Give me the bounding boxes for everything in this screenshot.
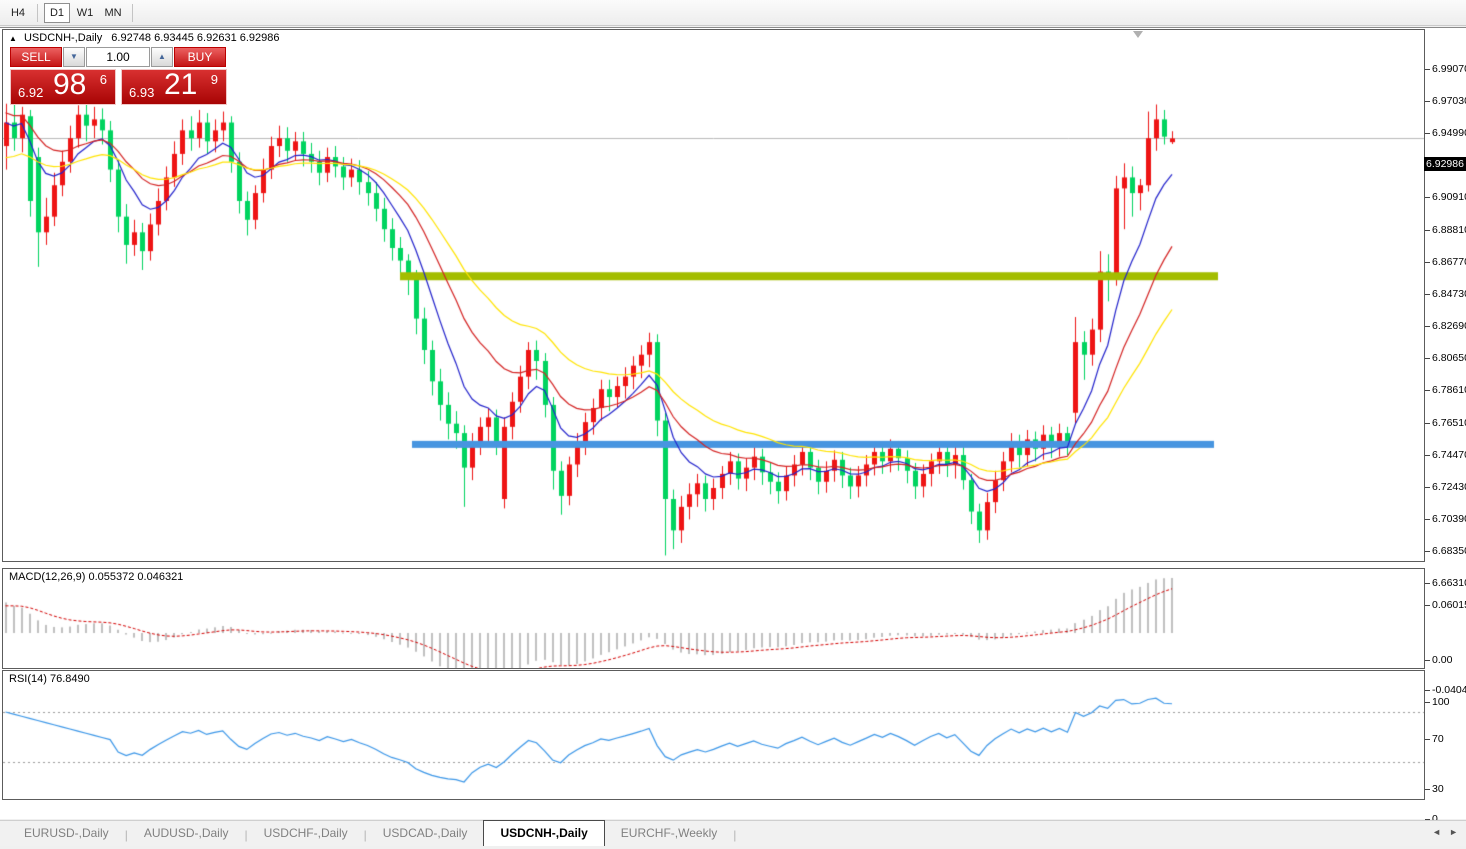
- price-axis-tick: [1425, 454, 1430, 456]
- rsi-axis-label: 70: [1432, 733, 1444, 745]
- price-axis-label: 6.90910: [1432, 190, 1466, 203]
- macd-panel-canvas[interactable]: [2, 568, 1425, 669]
- tab-separator: |: [733, 828, 737, 842]
- price-axis-label: 6.84730: [1432, 287, 1466, 300]
- price-axis-label: 6.72430: [1432, 480, 1466, 493]
- price-axis-label: 6.86770: [1432, 255, 1466, 268]
- chart-shift-marker-icon[interactable]: [1133, 31, 1143, 38]
- chart-tab-bar: EURUSD-,Daily | AUDUSD-,Daily | USDCHF-,Dail…: [0, 820, 1466, 846]
- price-axis-label: 6.94990: [1432, 126, 1466, 139]
- price-axis-label: 6.88810: [1432, 223, 1466, 236]
- buy-price-small: 6.93: [129, 85, 155, 100]
- price-axis-tick: [1425, 486, 1430, 488]
- price-axis-tick: [1425, 196, 1430, 198]
- sell-price-sup: 6: [99, 72, 107, 87]
- price-axis-label: 6.78610: [1432, 383, 1466, 396]
- sell-button[interactable]: SELL: [10, 47, 62, 67]
- macd-axis-label: -0.040407: [1432, 684, 1466, 696]
- chart-tab-eurusd-daily[interactable]: EURUSD-,Daily: [24, 826, 109, 840]
- rsi-axis-tick: [1425, 739, 1430, 740]
- price-axis-label: 6.68350: [1432, 544, 1466, 557]
- current-price-tag: 6.92986: [1424, 157, 1466, 172]
- timeframe-button-mn[interactable]: MN: [104, 6, 122, 19]
- price-axis-label: 6.76510: [1432, 416, 1466, 429]
- timeframe-button-w1[interactable]: W1: [76, 6, 94, 19]
- one-click-trade-panel: SELL ▼ ▲ BUY 6.92 98 6 6.93 21 9: [10, 47, 228, 105]
- chart-tab-usdcad-daily[interactable]: USDCAD-,Daily: [382, 826, 468, 840]
- macd-axis-tick: [1425, 605, 1430, 606]
- bottom-strip: [0, 846, 1466, 849]
- price-axis-tick: [1425, 229, 1430, 231]
- rsi-axis-label: 100: [1432, 695, 1450, 708]
- macd-indicator-label: MACD(12,26,9) 0.055372 0.046321: [9, 571, 184, 583]
- rsi-panel-canvas[interactable]: [2, 670, 1425, 800]
- rsi-axis-label: 0: [1432, 813, 1438, 825]
- chart-tab-usdcnh-daily[interactable]: USDCNH-,Daily: [483, 820, 605, 846]
- chart-ohlc-values: 6.92748 6.93445 6.92631 6.92986: [111, 32, 280, 44]
- price-axis-tick: [1425, 261, 1430, 263]
- tab-separator: |: [244, 828, 248, 842]
- macd-axis-tick: [1425, 660, 1430, 661]
- rsi-indicator-label: RSI(14) 76.8490: [9, 673, 90, 685]
- price-axis-label: 6.99070: [1432, 63, 1466, 75]
- sell-price-small: 6.92: [18, 85, 44, 100]
- chart-title: ▲ USDCNH-,Daily 6.92748 6.93445 6.92631 …: [9, 32, 280, 44]
- toolbar-separator: [37, 3, 38, 22]
- buy-price-sup: 9: [210, 72, 218, 87]
- price-axis-tick: [1425, 389, 1430, 391]
- price-axis-tick: [1425, 422, 1430, 424]
- tab-scroll-left-icon[interactable]: ◄: [1432, 827, 1442, 837]
- buy-button[interactable]: BUY: [174, 47, 226, 67]
- price-axis-tick: [1425, 69, 1430, 70]
- macd-axis-label: 0.060159: [1432, 599, 1466, 611]
- tab-separator: |: [363, 828, 367, 842]
- price-axis-tick: [1425, 325, 1430, 327]
- rsi-axis-tick: [1425, 819, 1430, 820]
- price-axis-label: 6.97030: [1432, 94, 1466, 107]
- sell-price-box[interactable]: 6.92 98 6: [10, 68, 116, 105]
- chart-tab-audusd-daily[interactable]: AUDUSD-,Daily: [143, 826, 229, 840]
- macd-axis-label: 0.00: [1432, 654, 1453, 666]
- buy-price-big: 21: [164, 68, 198, 101]
- price-axis-label: 6.66310: [1432, 576, 1466, 589]
- price-axis-label: 6.74470: [1432, 448, 1466, 461]
- tab-separator: |: [124, 828, 128, 842]
- toolbar-separator: [132, 3, 133, 22]
- price-axis-label: 6.82690: [1432, 319, 1466, 332]
- price-axis-label: 6.80650: [1432, 351, 1466, 364]
- price-axis-tick: [1425, 100, 1430, 102]
- buy-price-box[interactable]: 6.93 21 9: [121, 68, 227, 105]
- sell-price-big: 98: [53, 68, 87, 101]
- rsi-axis-label: 30: [1432, 783, 1444, 795]
- volume-decrease-button[interactable]: ▼: [63, 47, 85, 67]
- volume-input[interactable]: [86, 47, 150, 67]
- collapse-arrow-icon[interactable]: ▲: [9, 34, 17, 43]
- chart-tab-eurchf-weekly[interactable]: EURCHF-,Weekly: [620, 826, 718, 840]
- timeframe-button-d1[interactable]: D1: [44, 2, 70, 23]
- price-axis-tick: [1425, 582, 1430, 584]
- timeframe-toolbar: H4 D1 W1 MN: [0, 0, 1466, 26]
- price-axis-tick: [1425, 293, 1430, 295]
- price-axis-tick: [1425, 550, 1430, 552]
- timeframe-button-h4[interactable]: H4: [10, 6, 26, 19]
- tab-scroll-right-icon[interactable]: ►: [1449, 827, 1458, 837]
- chart-tab-usdchf-daily[interactable]: USDCHF-,Daily: [263, 826, 348, 840]
- price-axis-tick: [1425, 132, 1430, 134]
- chart-window: ▲ USDCNH-,Daily 6.92748 6.93445 6.92631 …: [0, 27, 1466, 845]
- price-axis-label: 6.70390: [1432, 512, 1466, 525]
- rsi-axis-tick: [1425, 789, 1430, 790]
- price-axis-tick: [1425, 357, 1430, 359]
- tab-scroll-arrows: ◄ ►: [1424, 827, 1458, 837]
- main-chart-canvas[interactable]: [2, 29, 1425, 562]
- chart-symbol-period: USDCNH-,Daily: [23, 32, 103, 44]
- rsi-axis-tick: [1425, 701, 1430, 703]
- volume-increase-button[interactable]: ▲: [151, 47, 173, 67]
- price-axis-tick: [1425, 518, 1430, 520]
- macd-axis-tick: [1425, 690, 1430, 691]
